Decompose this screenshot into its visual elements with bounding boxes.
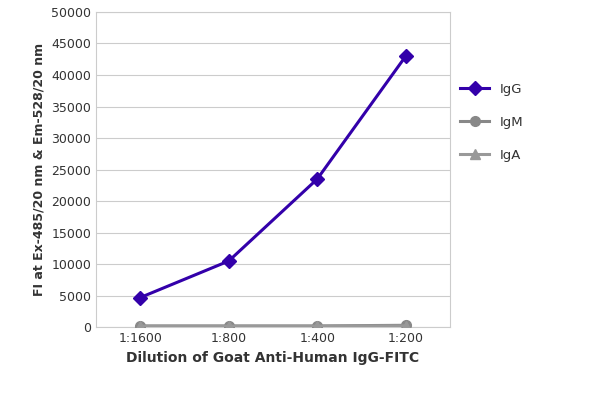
IgG (225, 259, 232, 263)
X-axis label: Dilution of Goat Anti-Human IgG-FITC: Dilution of Goat Anti-Human IgG-FITC (127, 351, 419, 365)
IgA (137, 324, 144, 329)
IgM (225, 324, 232, 328)
IgA (402, 324, 409, 328)
IgM (402, 323, 409, 328)
Y-axis label: FI at Ex-485/20 nm & Em-528/20 nm: FI at Ex-485/20 nm & Em-528/20 nm (32, 43, 46, 296)
IgA (314, 324, 321, 329)
Line: IgM: IgM (136, 320, 410, 331)
IgG (137, 295, 144, 300)
IgG (314, 177, 321, 182)
Line: IgG: IgG (136, 51, 410, 302)
IgG (402, 54, 409, 59)
IgM (137, 324, 144, 328)
Line: IgA: IgA (136, 321, 410, 331)
IgA (225, 324, 232, 329)
IgM (314, 324, 321, 328)
Legend: IgG, IgM, IgA: IgG, IgM, IgA (460, 82, 523, 162)
